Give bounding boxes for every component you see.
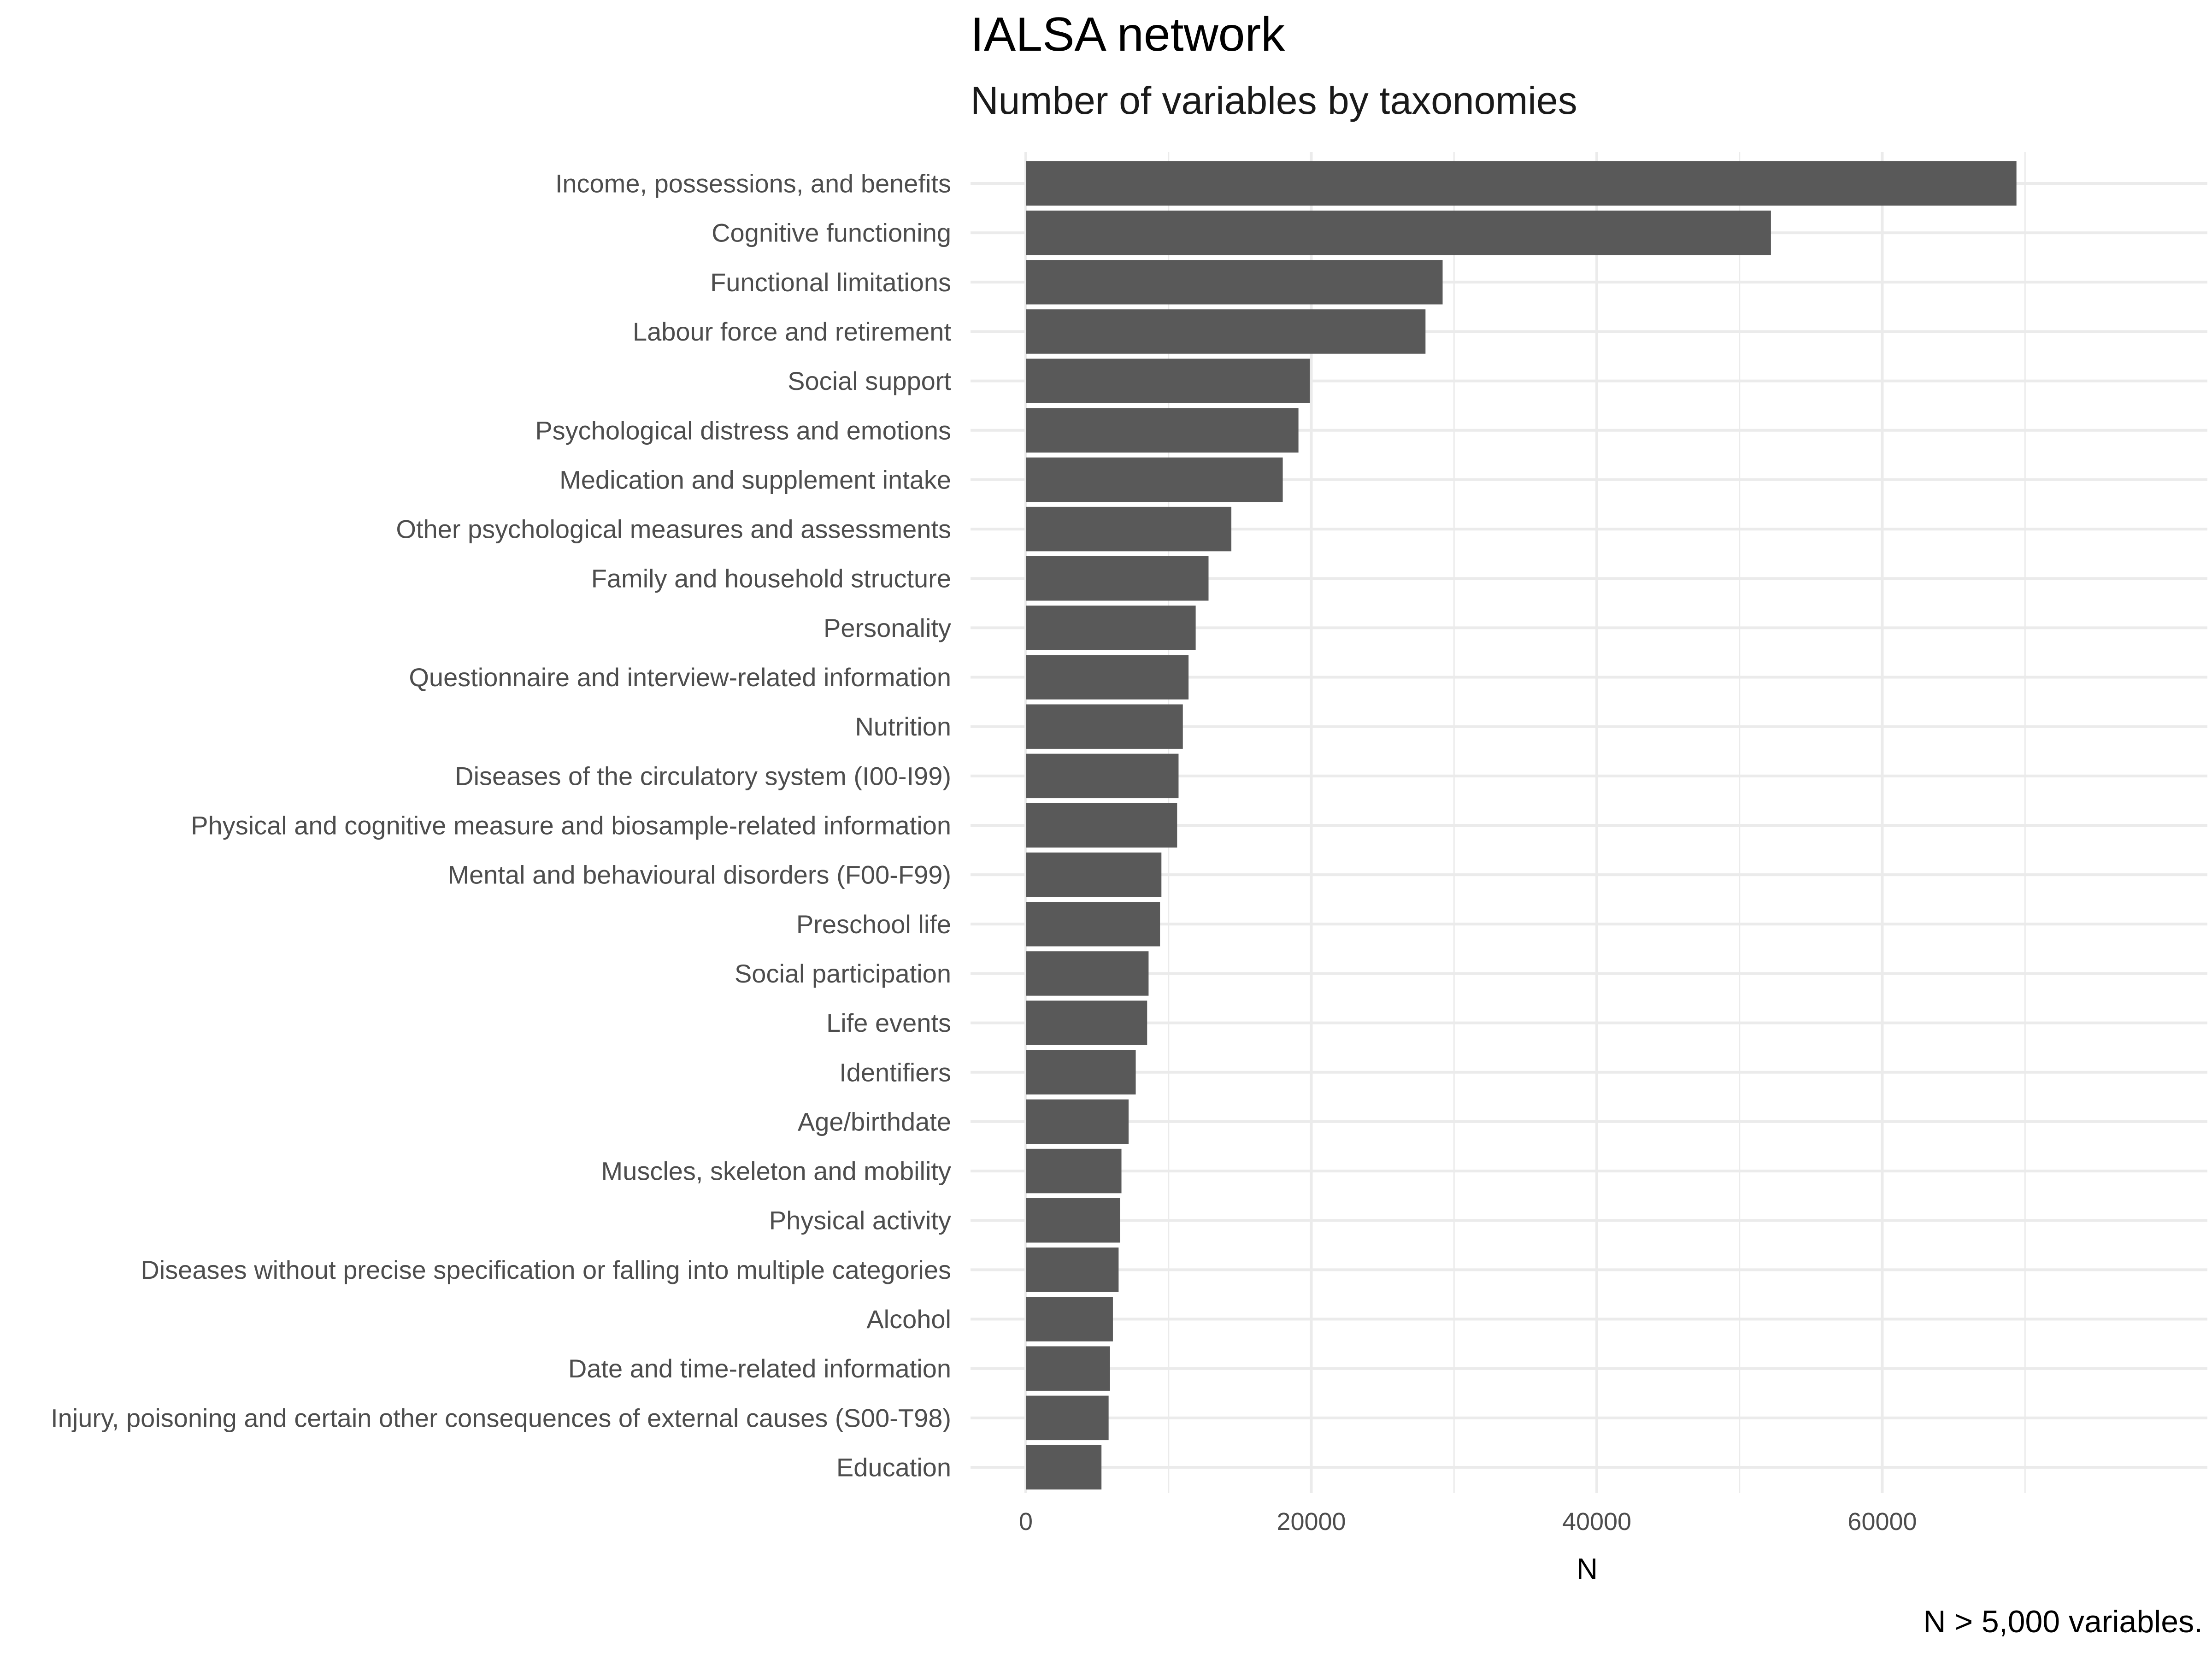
category-label: Education	[836, 1453, 951, 1482]
bar	[1026, 210, 1771, 255]
category-label: Personality	[824, 613, 951, 642]
bar	[1026, 161, 2017, 206]
x-tick-label: 20000	[1277, 1508, 1346, 1535]
category-label: Diseases without precise specification o…	[141, 1255, 951, 1284]
bar	[1026, 556, 1209, 601]
chart-subtitle: Number of variables by taxonomies	[971, 79, 1577, 122]
bar	[1026, 1099, 1129, 1144]
category-label: Mental and behavioural disorders (F00-F9…	[447, 860, 951, 889]
bar	[1026, 1000, 1147, 1045]
category-label: Functional limitations	[710, 268, 951, 297]
category-label: Muscles, skeleton and mobility	[601, 1157, 951, 1186]
bar	[1026, 408, 1299, 453]
category-label: Age/birthdate	[798, 1107, 951, 1136]
category-label: Date and time-related information	[568, 1354, 951, 1383]
bar	[1026, 655, 1189, 700]
bar	[1026, 309, 1426, 354]
category-label: Identifiers	[839, 1058, 951, 1087]
category-label: Income, possessions, and benefits	[555, 169, 951, 198]
bar	[1026, 1297, 1113, 1341]
bar	[1026, 606, 1196, 650]
bar	[1026, 753, 1179, 799]
bar	[1026, 1445, 1102, 1490]
x-axis-label: N	[1576, 1552, 1598, 1585]
bar	[1026, 951, 1149, 996]
bar	[1026, 359, 1310, 403]
x-tick-label: 60000	[1847, 1508, 1917, 1535]
category-label: Alcohol	[866, 1305, 951, 1334]
category-label: Preschool life	[796, 910, 951, 939]
bar	[1026, 704, 1183, 749]
bar	[1026, 1395, 1109, 1441]
bar	[1026, 852, 1162, 897]
bar	[1026, 260, 1443, 305]
chart-title: IALSA network	[971, 8, 1285, 61]
bar	[1026, 457, 1283, 502]
bar	[1026, 1346, 1110, 1391]
bar	[1026, 1198, 1120, 1243]
category-label: Family and household structure	[591, 564, 951, 593]
bar	[1026, 1148, 1122, 1194]
category-label: Life events	[826, 1008, 951, 1037]
bar	[1026, 506, 1232, 552]
category-label: Nutrition	[855, 712, 951, 741]
bar	[1026, 803, 1177, 848]
category-label: Questionnaire and interview-related info…	[409, 663, 951, 692]
category-label: Social support	[788, 366, 951, 395]
category-label: Medication and supplement intake	[559, 465, 951, 494]
category-label: Psychological distress and emotions	[535, 416, 951, 445]
bar	[1026, 1050, 1136, 1094]
category-label: Social participation	[735, 959, 951, 988]
bar	[1026, 902, 1160, 947]
chart-caption: N > 5,000 variables.	[1923, 1604, 2203, 1639]
x-tick-label: 0	[1019, 1508, 1033, 1535]
category-label: Physical and cognitive measure and biosa…	[191, 811, 951, 840]
category-label: Other psychological measures and assessm…	[396, 515, 951, 544]
x-tick-label: 40000	[1562, 1508, 1631, 1535]
category-label: Cognitive functioning	[712, 218, 951, 247]
category-label: Labour force and retirement	[633, 317, 952, 346]
category-label: Injury, poisoning and certain other cons…	[51, 1403, 951, 1432]
bar	[1026, 1247, 1119, 1292]
category-label: Physical activity	[769, 1206, 951, 1235]
category-label: Diseases of the circulatory system (I00-…	[455, 761, 951, 790]
